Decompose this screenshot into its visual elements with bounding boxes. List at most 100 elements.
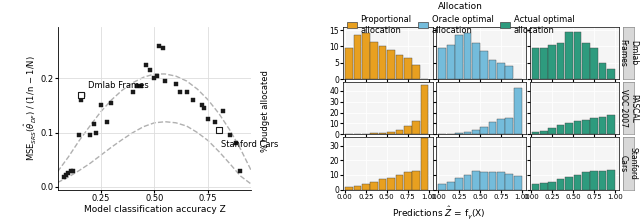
Point: [76, 93, 86, 96]
Bar: [412, 171, 420, 190]
Bar: [379, 179, 387, 190]
Bar: [548, 128, 556, 134]
Point: [196, 104, 207, 107]
Bar: [532, 184, 540, 190]
Bar: [565, 123, 573, 134]
Bar: [540, 48, 548, 79]
Bar: [379, 46, 387, 79]
Point: [160, 79, 170, 83]
Bar: [514, 89, 522, 134]
Point: [59, 175, 69, 179]
Bar: [489, 60, 497, 79]
Bar: [582, 172, 589, 190]
Bar: [379, 133, 387, 134]
Bar: [472, 171, 479, 190]
Bar: [353, 186, 362, 190]
Point: [128, 90, 138, 94]
Text: Stanford
Cars: Stanford Cars: [618, 147, 638, 180]
Point: [141, 63, 151, 66]
Bar: [532, 48, 540, 79]
Point: [158, 47, 168, 50]
Bar: [481, 51, 488, 79]
Bar: [590, 48, 598, 79]
Text: Dmlab
Frames: Dmlab Frames: [618, 39, 638, 67]
Bar: [607, 115, 615, 134]
Bar: [463, 132, 471, 134]
Bar: [506, 174, 513, 190]
Text: % budget allocated: % budget allocated: [261, 70, 270, 153]
Bar: [582, 120, 589, 134]
Bar: [412, 64, 420, 79]
Bar: [598, 118, 607, 134]
Bar: [371, 41, 378, 79]
Point: [136, 85, 147, 88]
Point: [152, 74, 162, 77]
Legend: Proportional
allocation, Oracle optimal
allocation, Actual optimal
allocation: Proportional allocation, Oracle optimal …: [348, 2, 574, 35]
Bar: [455, 133, 463, 134]
Bar: [557, 179, 564, 190]
Point: [65, 169, 76, 172]
Point: [214, 128, 224, 132]
Point: [214, 128, 224, 132]
Bar: [463, 175, 471, 190]
Point: [78, 93, 88, 96]
Bar: [404, 58, 412, 79]
Bar: [548, 45, 556, 79]
Point: [61, 173, 71, 177]
Point: [84, 134, 95, 137]
Point: [63, 171, 74, 175]
Point: [145, 68, 156, 72]
Bar: [412, 121, 420, 134]
Bar: [420, 85, 428, 134]
Bar: [463, 33, 471, 79]
Point: [175, 90, 186, 94]
Bar: [387, 132, 395, 134]
Bar: [438, 184, 446, 190]
Bar: [540, 183, 548, 190]
Bar: [481, 127, 488, 134]
Bar: [455, 35, 463, 79]
Point: [76, 98, 86, 102]
Point: [203, 117, 213, 121]
Bar: [497, 63, 505, 79]
Bar: [506, 66, 513, 79]
Bar: [371, 133, 378, 134]
Bar: [447, 182, 454, 190]
Bar: [438, 48, 446, 79]
Bar: [404, 172, 412, 190]
Bar: [396, 55, 403, 79]
Point: [106, 101, 116, 105]
Bar: [582, 43, 589, 79]
Bar: [565, 32, 573, 79]
Bar: [565, 177, 573, 190]
Point: [225, 134, 235, 137]
X-axis label: Model classification accuracy Z: Model classification accuracy Z: [84, 205, 225, 215]
Point: [154, 44, 164, 47]
Point: [218, 109, 228, 113]
Bar: [396, 130, 403, 134]
Bar: [404, 126, 412, 134]
Bar: [532, 132, 540, 134]
Bar: [598, 63, 607, 79]
Bar: [506, 118, 513, 134]
Bar: [455, 178, 463, 190]
Bar: [573, 175, 581, 190]
Bar: [514, 176, 522, 190]
Bar: [607, 69, 615, 79]
Point: [209, 120, 220, 124]
Bar: [573, 32, 581, 79]
Point: [92, 131, 102, 134]
Bar: [590, 118, 598, 134]
Point: [188, 98, 198, 102]
Bar: [387, 50, 395, 79]
Bar: [598, 171, 607, 190]
Bar: [387, 178, 395, 190]
Bar: [396, 175, 403, 190]
Point: [68, 169, 78, 172]
Bar: [489, 122, 497, 134]
Bar: [420, 138, 428, 190]
Point: [102, 120, 112, 124]
Point: [199, 106, 209, 110]
Point: [74, 134, 84, 137]
Text: Predictions $\hat{Z}$ = f$_\gamma$(X): Predictions $\hat{Z}$ = f$_\gamma$(X): [392, 204, 485, 221]
